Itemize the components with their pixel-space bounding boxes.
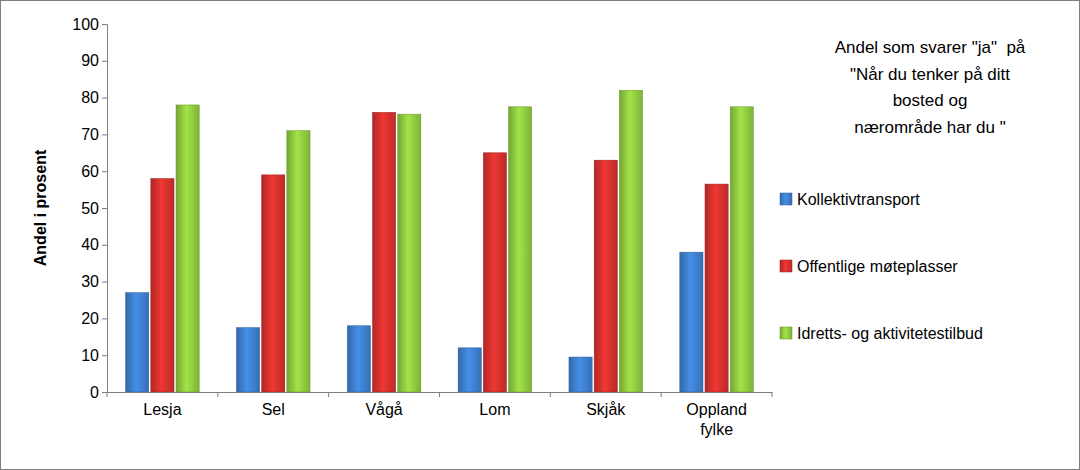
y-tick-label: 70 <box>81 126 99 143</box>
x-tick-label: Lom <box>479 401 510 418</box>
y-tick: 20 <box>81 310 107 327</box>
x-tick: Lesja <box>143 401 181 418</box>
x-separator <box>328 392 329 397</box>
bars <box>126 90 754 392</box>
x-axis: Lesja Sel Vågå Lom Skjåk Opplandfylke <box>108 393 773 438</box>
x-tick: Vågå <box>365 401 402 418</box>
x-tick-label: Opplandfylke <box>686 401 747 437</box>
bar <box>680 252 703 392</box>
bar <box>236 328 259 392</box>
y-tick-label: 100 <box>72 16 99 33</box>
y-tick-mark <box>102 24 107 25</box>
x-tick-label: Lesja <box>143 401 181 418</box>
y-tick-label: 10 <box>81 347 99 364</box>
x-tick: Lom <box>479 401 510 418</box>
bar <box>509 107 532 392</box>
y-tick: 50 <box>81 200 107 217</box>
legend-swatch <box>780 193 792 205</box>
y-tick-label: 0 <box>90 384 99 401</box>
y-tick: 30 <box>81 273 107 290</box>
x-separator <box>107 392 108 397</box>
y-axis: 0 10 20 30 40 50 60 70 80 90 100 <box>72 16 107 401</box>
y-tick-label: 60 <box>81 163 99 180</box>
y-tick-label: 50 <box>81 200 99 217</box>
y-tick-mark <box>102 171 107 172</box>
bar <box>594 160 617 392</box>
y-tick-label: 90 <box>81 52 99 69</box>
x-separator <box>661 392 662 397</box>
y-tick: 90 <box>81 52 107 69</box>
y-tick: 40 <box>81 236 107 253</box>
x-tick: Sel <box>262 401 285 418</box>
bar <box>126 293 149 392</box>
y-tick-mark <box>102 134 107 135</box>
y-axis-title: Andel i prosent <box>32 149 49 266</box>
y-tick-mark <box>102 245 107 246</box>
legend-swatch <box>780 327 792 339</box>
legend: Kollektivtransport Offentlige møteplasser… <box>780 191 983 342</box>
bar <box>458 348 481 392</box>
y-tick-label: 40 <box>81 236 99 253</box>
bar <box>569 357 592 392</box>
y-tick: 70 <box>81 126 107 143</box>
y-tick-mark <box>102 208 107 209</box>
y-tick: 10 <box>81 347 107 364</box>
y-tick: 60 <box>81 163 107 180</box>
y-tick-mark <box>102 392 107 393</box>
x-tick: Opplandfylke <box>686 401 747 437</box>
bar <box>347 326 370 392</box>
y-tick: 0 <box>90 384 107 401</box>
x-tick-label: Vågå <box>365 401 402 418</box>
x-tick: Skjåk <box>586 401 626 418</box>
x-tick-label: Skjåk <box>586 401 626 418</box>
x-separator <box>217 392 218 397</box>
chart: 0 10 20 30 40 50 60 70 80 90 100 Lesja Sel Vågå Lom Skj… <box>0 0 1080 470</box>
y-tick-label: 80 <box>81 89 99 106</box>
y-tick-label: 30 <box>81 273 99 290</box>
y-tick: 100 <box>72 16 107 33</box>
y-tick: 80 <box>81 89 107 106</box>
frame <box>1 1 1080 470</box>
y-axis-line <box>102 25 108 393</box>
bar <box>176 105 199 392</box>
x-separator <box>550 392 551 397</box>
y-tick-mark <box>102 318 107 319</box>
title: Andel som svarer "ja" på"Når du tenker p… <box>835 38 1026 137</box>
bar <box>262 175 285 392</box>
y-tick-mark <box>102 61 107 62</box>
y-tick-mark <box>102 282 107 283</box>
bar <box>730 107 753 392</box>
x-separator <box>772 392 773 397</box>
x-separator <box>439 392 440 397</box>
bar <box>398 114 421 392</box>
bar <box>287 131 310 392</box>
bar <box>151 179 174 392</box>
bar <box>483 153 506 392</box>
x-tick-label: Sel <box>262 401 285 418</box>
legend-label: Offentlige møteplasser <box>797 258 958 275</box>
bar <box>619 90 642 392</box>
bar <box>372 112 395 392</box>
y-tick-mark <box>102 355 107 356</box>
legend-label: Idretts- og aktivitetestilbud <box>797 325 983 342</box>
y-tick-mark <box>102 98 107 99</box>
y-tick-label: 20 <box>81 310 99 327</box>
bar <box>705 184 728 392</box>
legend-label: Kollektivtransport <box>797 191 920 208</box>
legend-swatch <box>780 260 792 272</box>
